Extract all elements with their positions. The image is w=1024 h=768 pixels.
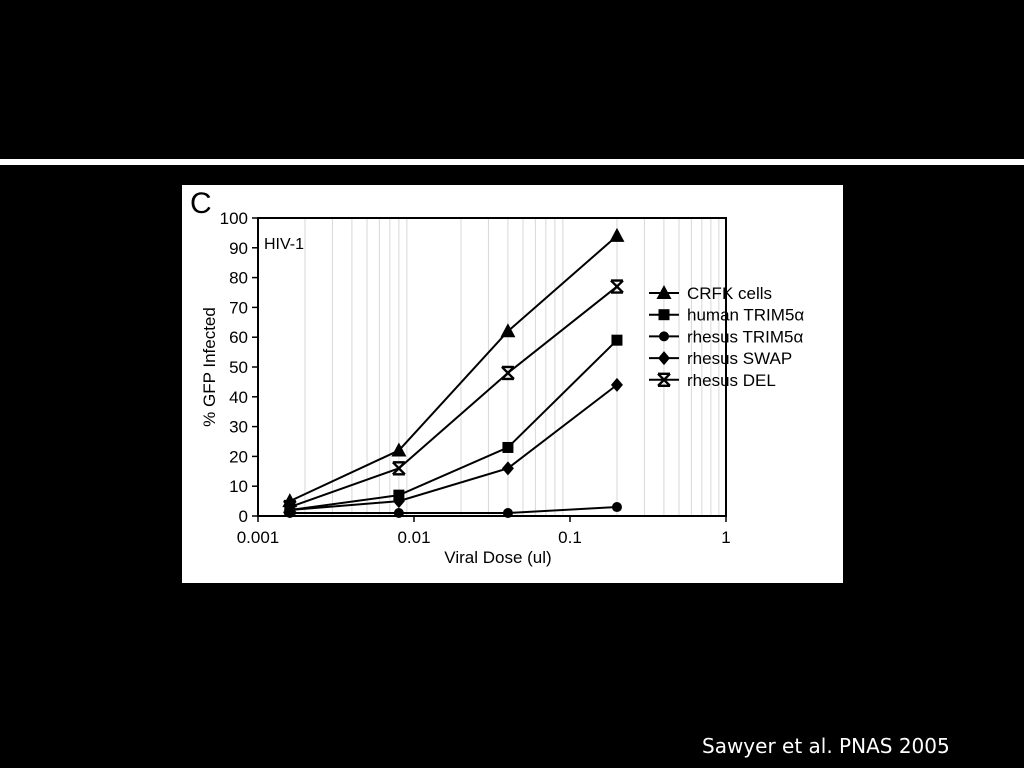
plot-area-frame — [257, 217, 727, 517]
data-point-triangle — [609, 227, 625, 242]
legend-marker-circle — [659, 331, 669, 342]
data-point-square — [502, 441, 514, 453]
legend-marker-square — [658, 309, 670, 321]
y-tick-label: 30 — [229, 418, 248, 437]
data-point-triangle — [391, 442, 407, 457]
line-chart: C HIV-1 % GFP Infected Viral Dose (ul) 0… — [190, 187, 804, 567]
data-point-diamond — [610, 377, 623, 392]
legend-marker-triangle — [656, 285, 672, 299]
marker-stroke — [392, 461, 406, 476]
y-tick-label: 50 — [229, 358, 248, 377]
data-point-asterisk — [610, 279, 624, 294]
panel-label: C — [190, 187, 212, 220]
title-divider-line — [0, 159, 1024, 165]
y-tick-label: 100 — [220, 209, 248, 228]
chart-annotation: HIV-1 — [264, 236, 304, 253]
data-point-circle — [502, 508, 513, 519]
series-line-square — [289, 339, 618, 512]
data-point-asterisk — [392, 461, 406, 476]
legend-label: rhesus DEL — [687, 371, 776, 390]
legend-label: human TRIM5α — [687, 306, 804, 325]
marker-stroke — [282, 500, 297, 514]
y-tick-label: 90 — [229, 239, 248, 258]
y-tick-label: 80 — [229, 269, 248, 288]
data-point-diamond — [501, 461, 514, 476]
series-line-triangle — [289, 235, 618, 503]
legend-marker-asterisk — [657, 372, 671, 388]
data-point-triangle — [500, 323, 516, 338]
data-point-asterisk — [282, 499, 297, 515]
x-tick-label: 1 — [721, 528, 730, 547]
figure-panel: C HIV-1 % GFP Infected Viral Dose (ul) 0… — [182, 185, 843, 583]
y-tick-label: 60 — [229, 328, 248, 347]
marker-stroke — [501, 366, 515, 380]
x-tick-label: 0.1 — [558, 528, 582, 547]
legend-marker-diamond — [658, 351, 670, 366]
marker-stroke — [657, 372, 671, 387]
y-tick-label: 70 — [229, 298, 248, 317]
y-tick-label: 0 — [239, 507, 248, 526]
x-tick-label: 0.001 — [237, 528, 280, 547]
legend-label: CRFK cells — [687, 284, 772, 303]
series-line-diamond — [289, 384, 618, 512]
data-point-circle — [611, 502, 622, 513]
y-axis-label: % GFP Infected — [200, 307, 219, 427]
data-point-diamond — [392, 494, 405, 509]
series-line-circle — [289, 506, 618, 515]
marker-stroke — [610, 279, 624, 294]
legend-label: rhesus TRIM5α — [687, 327, 803, 346]
x-axis-label: Viral Dose (ul) — [444, 548, 551, 567]
legend-label: rhesus SWAP — [687, 349, 792, 368]
data-point-asterisk — [501, 365, 515, 381]
data-point-square — [611, 334, 623, 346]
y-tick-label: 20 — [229, 447, 248, 466]
y-tick-label: 40 — [229, 388, 248, 407]
citation: Sawyer et al. PNAS 2005 — [702, 734, 950, 758]
series-line-asterisk — [289, 285, 618, 509]
x-tick-label: 0.01 — [397, 528, 430, 547]
data-point-circle — [393, 508, 404, 519]
y-tick-label: 10 — [229, 477, 248, 496]
